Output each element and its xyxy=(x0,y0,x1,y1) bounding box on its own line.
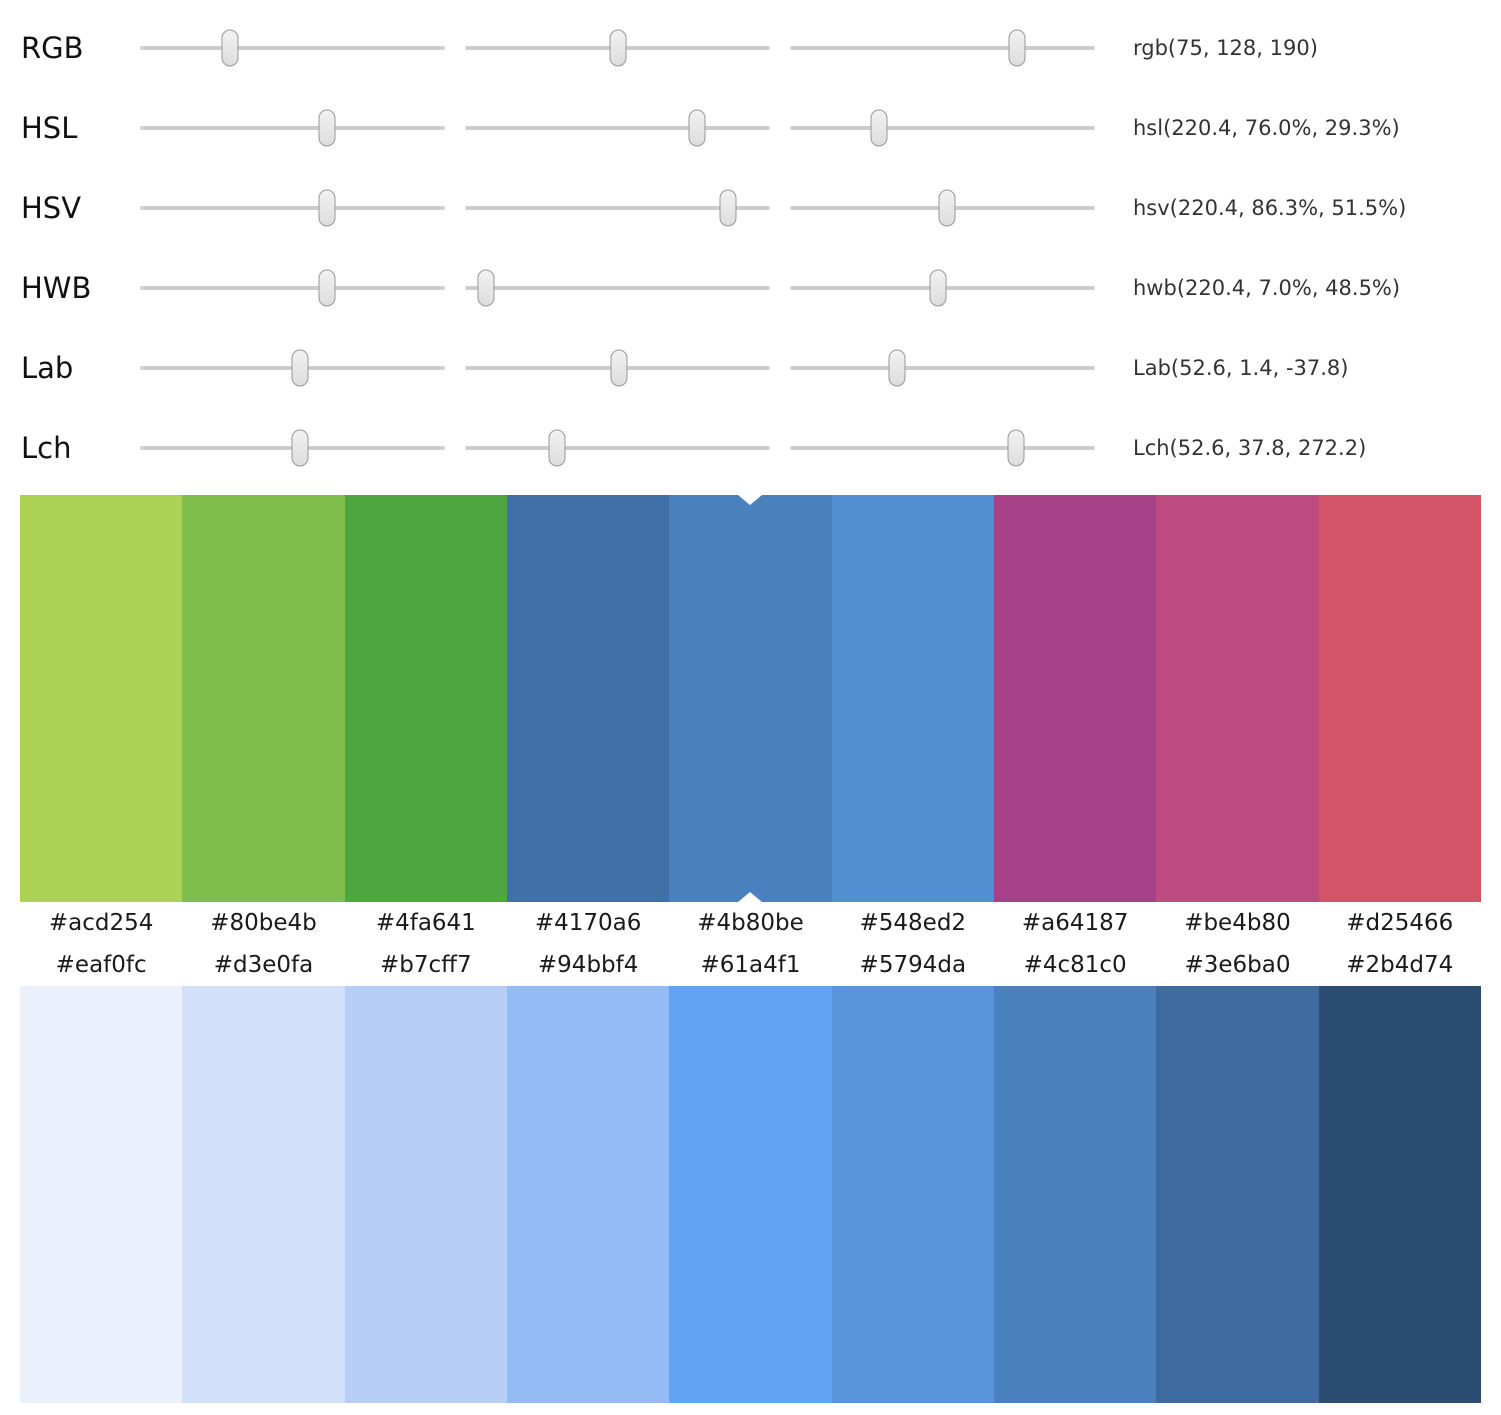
lightness_palette-swatch-3[interactable] xyxy=(506,986,670,1403)
hue-palette-hex-labels: #acd254 #80be4b #4fa641 #4170a6 #4b80be #548e… xyxy=(20,902,1481,944)
hue_palette-hex-label-1: #80be4b xyxy=(210,910,317,936)
lightness_palette-hex-label-8: #2b4d74 xyxy=(1346,952,1454,978)
hue_palette-swatch-1[interactable] xyxy=(182,495,345,902)
slider-row-hsl: HSL hsl(220.4, 76.0%, 29.3%) xyxy=(0,88,1501,168)
lightness_palette-swatch-2[interactable] xyxy=(344,986,507,1403)
slider-thumb-lch-2[interactable] xyxy=(1007,429,1025,467)
hue_palette-hex-label-4: #4b80be xyxy=(697,910,804,936)
slider-track-lab-1[interactable] xyxy=(465,349,770,387)
lightness_palette-swatch-5[interactable] xyxy=(831,986,994,1403)
slider-thumb-hsv-2[interactable] xyxy=(938,189,956,227)
slider-value-rgb: rgb(75, 128, 190) xyxy=(1133,36,1318,60)
hue_palette-hex-label-2: #4fa641 xyxy=(375,910,476,936)
slider-track-lab-2[interactable] xyxy=(790,349,1095,387)
lightness_palette-hex-label-5: #5794da xyxy=(859,952,967,978)
hue_palette-hex-label-7: #be4b80 xyxy=(1184,910,1291,936)
hue_palette-hex-label-0: #acd254 xyxy=(48,910,154,936)
hue_palette-swatch-0[interactable] xyxy=(20,495,183,902)
slider-thumb-hsv-1[interactable] xyxy=(719,189,737,227)
slider-thumb-lch-1[interactable] xyxy=(548,429,566,467)
slider-track-hwb-0[interactable] xyxy=(140,269,445,307)
lightness-palette-hex-labels: #eaf0fc #d3e0fa #b7cff7 #94bbf4 #61a4f1 #5794… xyxy=(20,944,1481,986)
lightness_palette-swatch-8[interactable] xyxy=(1318,986,1481,1403)
slider-track-hsl-2[interactable] xyxy=(790,109,1095,147)
slider-track-hsv-2[interactable] xyxy=(790,189,1095,227)
slider-track-rgb-1[interactable] xyxy=(465,29,770,67)
lightness_palette-swatch-6[interactable] xyxy=(993,986,1157,1403)
slider-thumb-rgb-1[interactable] xyxy=(609,29,627,67)
hue_palette-swatch-3[interactable] xyxy=(506,495,670,902)
slider-thumb-hsl-2[interactable] xyxy=(870,109,888,147)
hue_palette-swatch-8[interactable] xyxy=(1318,495,1481,902)
color-sliders: RGB rgb(75, 128, 190) HSL hsl(220.4, 76.0%,… xyxy=(0,0,1501,488)
slider-value-hwb: hwb(220.4, 7.0%, 48.5%) xyxy=(1133,276,1401,300)
slider-row-label-rgb: RGB xyxy=(21,31,84,65)
lightness_palette-swatch-0[interactable] xyxy=(20,986,183,1403)
slider-thumb-rgb-0[interactable] xyxy=(221,29,239,67)
slider-value-hsv: hsv(220.4, 86.3%, 51.5%) xyxy=(1133,196,1407,220)
lightness_palette-hex-label-0: #eaf0fc xyxy=(55,952,147,978)
slider-thumb-hwb-0[interactable] xyxy=(318,269,336,307)
slider-thumb-hsv-0[interactable] xyxy=(318,189,336,227)
hue_palette-swatch-5[interactable] xyxy=(831,495,994,902)
slider-track-hsl-0[interactable] xyxy=(140,109,445,147)
lightness_palette-hex-label-6: #4c81c0 xyxy=(1023,952,1127,978)
slider-thumb-lab-1[interactable] xyxy=(610,349,628,387)
slider-row-lab: Lab Lab(52.6, 1.4, -37.8) xyxy=(0,328,1501,408)
slider-track-hsv-0[interactable] xyxy=(140,189,445,227)
hue_palette-hex-label-5: #548ed2 xyxy=(859,910,967,936)
hue_palette-hex-label-6: #a64187 xyxy=(1021,910,1129,936)
lightness_palette-swatch-1[interactable] xyxy=(182,986,345,1403)
lightness-palette xyxy=(20,986,1481,1403)
lightness_palette-hex-label-2: #b7cff7 xyxy=(380,952,472,978)
hue_palette-swatch-7[interactable] xyxy=(1156,495,1319,902)
slider-track-lab-0[interactable] xyxy=(140,349,445,387)
slider-thumb-hsl-1[interactable] xyxy=(688,109,706,147)
slider-value-lch: Lch(52.6, 37.8, 272.2) xyxy=(1133,436,1367,460)
slider-row-label-hsv: HSV xyxy=(21,191,82,225)
hue_palette-swatch-6[interactable] xyxy=(993,495,1157,902)
lightness_palette-hex-label-4: #61a4f1 xyxy=(700,952,801,978)
lightness_palette-hex-label-3: #94bbf4 xyxy=(537,952,639,978)
hue_palette-hex-label-3: #4170a6 xyxy=(534,910,642,936)
slider-row-hwb: HWB hwb(220.4, 7.0%, 48.5%) xyxy=(0,248,1501,328)
slider-track-hsl-1[interactable] xyxy=(465,109,770,147)
slider-thumb-lab-2[interactable] xyxy=(888,349,906,387)
lightness_palette-hex-label-7: #3e6ba0 xyxy=(1184,952,1291,978)
slider-track-rgb-0[interactable] xyxy=(140,29,445,67)
slider-value-hsl: hsl(220.4, 76.0%, 29.3%) xyxy=(1133,116,1400,140)
slider-row-label-lch: Lch xyxy=(21,431,72,465)
slider-row-label-lab: Lab xyxy=(21,351,74,385)
hue-palette xyxy=(20,495,1481,902)
slider-track-hsv-1[interactable] xyxy=(465,189,770,227)
lightness_palette-hex-label-1: #d3e0fa xyxy=(213,952,314,978)
hue_palette-swatch-2[interactable] xyxy=(344,495,507,902)
slider-row-label-hwb: HWB xyxy=(21,271,92,305)
slider-row-label-hsl: HSL xyxy=(21,111,78,145)
slider-thumb-lab-0[interactable] xyxy=(291,349,309,387)
slider-track-hwb-1[interactable] xyxy=(465,269,770,307)
slider-value-lab: Lab(52.6, 1.4, -37.8) xyxy=(1133,356,1349,380)
slider-track-lch-2[interactable] xyxy=(790,429,1095,467)
slider-row-hsv: HSV hsv(220.4, 86.3%, 51.5%) xyxy=(0,168,1501,248)
hue_palette-hex-label-8: #d25466 xyxy=(1346,910,1454,936)
hue_palette-swatch-4-selected[interactable] xyxy=(669,495,832,902)
slider-row-lch: Lch Lch(52.6, 37.8, 272.2) xyxy=(0,408,1501,488)
slider-track-hwb-2[interactable] xyxy=(790,269,1095,307)
slider-track-lch-1[interactable] xyxy=(465,429,770,467)
slider-row-rgb: RGB rgb(75, 128, 190) xyxy=(0,8,1501,88)
slider-track-lch-0[interactable] xyxy=(140,429,445,467)
slider-thumb-lch-0[interactable] xyxy=(291,429,309,467)
slider-thumb-hwb-2[interactable] xyxy=(929,269,947,307)
slider-thumb-hsl-0[interactable] xyxy=(318,109,336,147)
lightness_palette-swatch-7[interactable] xyxy=(1156,986,1319,1403)
slider-track-rgb-2[interactable] xyxy=(790,29,1095,67)
slider-thumb-rgb-2[interactable] xyxy=(1008,29,1026,67)
slider-thumb-hwb-1[interactable] xyxy=(477,269,495,307)
lightness_palette-swatch-4[interactable] xyxy=(669,986,832,1403)
